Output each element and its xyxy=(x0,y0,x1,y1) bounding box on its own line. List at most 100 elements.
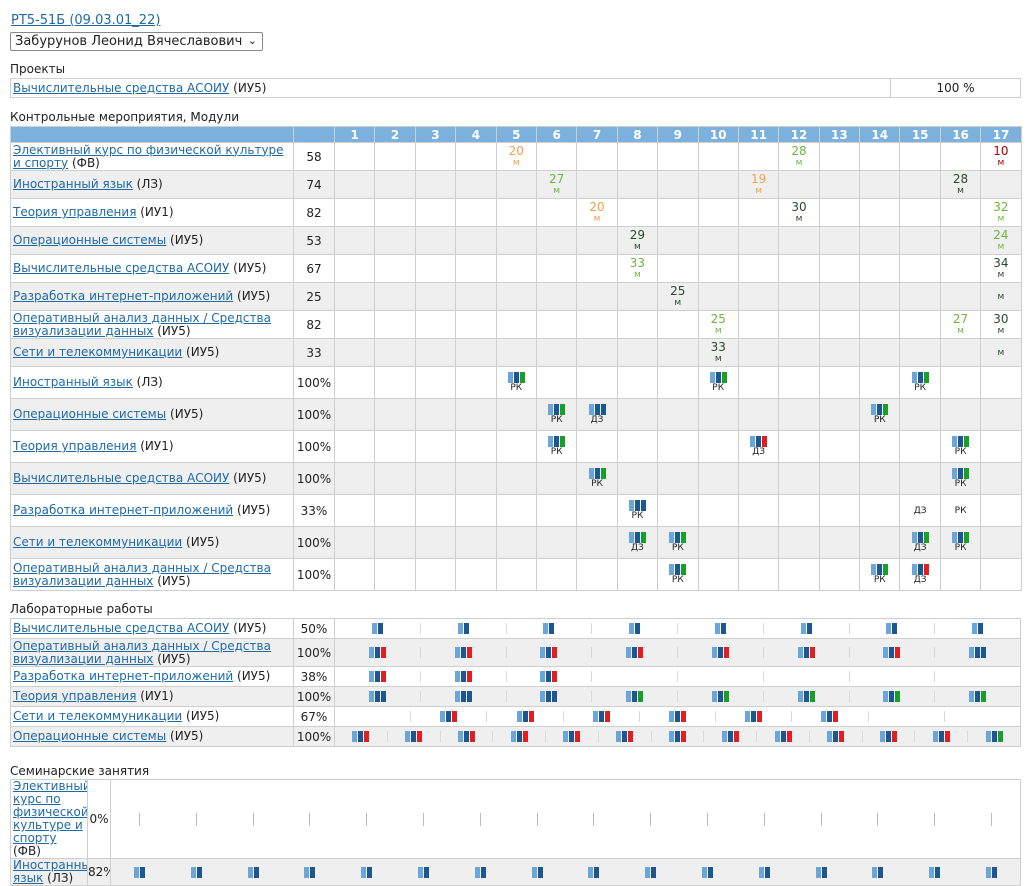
week-cell xyxy=(535,366,578,399)
progress-bar-segment xyxy=(774,731,780,742)
progress-bar-segment xyxy=(554,404,560,415)
subject-link[interactable]: Сети и телекоммуникации xyxy=(13,535,183,549)
week-cell xyxy=(535,282,578,311)
progress-bar-segment xyxy=(304,866,310,878)
week-cell xyxy=(899,198,941,227)
week-cell xyxy=(697,526,739,559)
week-cell xyxy=(859,526,901,559)
lab-item xyxy=(848,647,935,658)
subject-link[interactable]: Оперативный анализ данных / Средства виз… xyxy=(13,638,271,666)
subject-link[interactable]: Разработка интернет-приложений xyxy=(13,669,234,683)
seminar-tick xyxy=(536,812,538,826)
subject-link[interactable]: Сети и телекоммуникации xyxy=(13,345,183,359)
lab-item xyxy=(439,731,493,742)
event-total: 33% xyxy=(293,494,335,527)
week-cell xyxy=(737,198,780,227)
progress-bar-segment xyxy=(469,731,475,742)
progress-bar-segment xyxy=(651,866,657,878)
subject-link[interactable]: Оперативный анализ данных / Средства виз… xyxy=(13,310,271,338)
subject-link[interactable]: Вычислительные средства АСОИУ xyxy=(13,621,230,635)
progress-bar-segment xyxy=(723,691,729,702)
score-value: 27 xyxy=(549,171,565,186)
progress-bar-segment xyxy=(446,711,452,722)
lab-item xyxy=(791,711,867,722)
progress-bars xyxy=(883,647,901,658)
subject-link[interactable]: Теория управления xyxy=(13,689,137,703)
progress-bar-segment xyxy=(702,866,708,878)
lab-item xyxy=(715,711,791,722)
seminar-item xyxy=(736,861,793,883)
week-cell xyxy=(778,398,820,431)
progress-bar-segment xyxy=(944,731,950,742)
week-cell xyxy=(980,558,1022,591)
seminar-item xyxy=(452,787,509,851)
subject-link[interactable]: Вычислительные средства АСОИУ xyxy=(13,471,230,485)
week-header: 5 xyxy=(495,126,537,143)
progress-bar-segment xyxy=(522,731,528,742)
progress-bar-segment xyxy=(886,623,892,634)
lab-items xyxy=(334,618,1021,639)
subject-link[interactable]: Разработка интернет-приложений xyxy=(13,503,234,517)
week-cell xyxy=(939,366,982,399)
progress-bar-segment xyxy=(310,866,316,878)
progress-bar-segment xyxy=(889,691,895,702)
subject-link[interactable]: Оперативный анализ данных / Средства виз… xyxy=(13,560,271,588)
progress-bar-segment xyxy=(522,711,528,722)
progress-bar-segment xyxy=(588,404,594,415)
progress-bar-segment xyxy=(616,731,622,742)
subject-link[interactable]: Вычислительные средства АСОИУ xyxy=(13,261,230,275)
score-mark: м xyxy=(957,325,964,336)
subject-link[interactable]: Теория управления xyxy=(13,205,137,219)
week-cell: РК xyxy=(939,494,982,527)
subject-link[interactable]: Элективный курс по физической культуре и… xyxy=(13,142,284,170)
subject-link[interactable]: Операционные системы xyxy=(13,407,167,421)
event-label: РК xyxy=(510,383,523,393)
score-total: 33 xyxy=(293,338,335,367)
subject-cell: Оперативный анализ данных / Средства виз… xyxy=(10,310,294,339)
subject-link[interactable]: Разработка интернет-приложений xyxy=(13,289,234,303)
week-cell: РК xyxy=(657,558,699,591)
subject-link[interactable]: Вычислительные средства АСОИУ xyxy=(13,80,230,95)
seminar-total: 0% xyxy=(87,779,111,859)
score-value: 24 xyxy=(993,227,1009,242)
seminar-item xyxy=(509,787,566,851)
progress-bar-segment xyxy=(423,866,429,878)
week-header: 1 xyxy=(333,126,376,143)
subject-dept: (ИУ5) xyxy=(233,261,267,275)
subject-dept: (ИУ5) xyxy=(186,709,220,723)
progress-bar-segment xyxy=(540,671,546,682)
lab-item xyxy=(336,671,420,682)
week-cell xyxy=(737,526,780,559)
group-link[interactable]: РТ5-51Б (09.03.01_22) xyxy=(11,13,161,28)
week-header: 3 xyxy=(414,126,457,143)
subject-link[interactable]: Элективный курс по физической культуре и… xyxy=(13,779,88,845)
week-cell xyxy=(939,254,982,283)
week-cell xyxy=(899,398,941,431)
week-cell xyxy=(657,462,699,495)
seminar-row: Иностранный язык (ЛЗ)82% xyxy=(10,858,1021,886)
student-select[interactable]: Забурунов Леонид Вячеславович ⌄ xyxy=(10,32,263,51)
score-value: 10 xyxy=(993,143,1009,158)
lab-item xyxy=(505,691,592,702)
week-cell xyxy=(616,282,659,311)
subject-link[interactable]: Операционные системы xyxy=(13,729,167,743)
event-label: РК xyxy=(671,543,684,553)
subject-link[interactable]: Операционные системы xyxy=(13,233,167,247)
progress-bar-segment xyxy=(626,647,632,658)
subject-cell: Теория управления (ИУ1) xyxy=(10,430,294,463)
week-cell xyxy=(374,462,416,495)
progress-bar-segment xyxy=(598,711,604,722)
progress-bars xyxy=(880,731,898,742)
lab-item xyxy=(762,623,849,634)
progress-bars xyxy=(626,647,644,658)
lab-item xyxy=(762,671,849,682)
subject-link[interactable]: Иностранный язык xyxy=(13,177,133,191)
week-cell xyxy=(616,366,659,399)
subject-link[interactable]: Теория управления xyxy=(13,439,137,453)
control-table: 1 2 3 4 5 6 7 8 9 10 11 12 13 14 15 16 17 Элективный кур… xyxy=(10,126,1022,591)
progress-bars xyxy=(986,866,998,878)
lab-item xyxy=(591,623,677,634)
subject-link[interactable]: Иностранный язык xyxy=(13,375,133,389)
progress-bars xyxy=(507,372,525,383)
subject-link[interactable]: Сети и телекоммуникации xyxy=(13,709,183,723)
